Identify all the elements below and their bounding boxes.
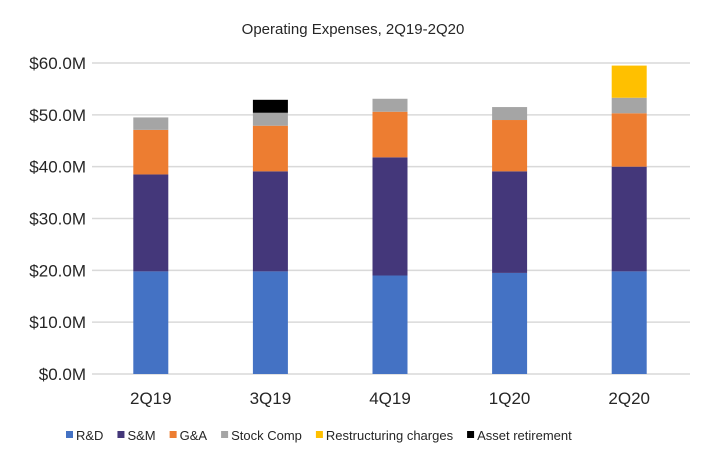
bar-segment-stock-comp: [611, 97, 647, 114]
bar-segment-s-m: [492, 171, 528, 273]
bar-segment-g-a: [611, 113, 647, 167]
legend-swatch: [66, 431, 73, 438]
y-tick-label: $30.0M: [29, 210, 86, 229]
legend-item: Restructuring charges: [315, 428, 454, 443]
x-tick-label: 3Q19: [250, 389, 292, 408]
legend-item: G&A: [169, 428, 208, 443]
bar-segment-g-a: [252, 125, 288, 172]
chart-title: Operating Expenses, 2Q19-2Q20: [242, 21, 465, 38]
bar-segment-restructuring-charges: [611, 65, 647, 98]
legend-label: Stock Comp: [231, 428, 302, 443]
bar-segment-s-m: [252, 171, 288, 272]
legend-swatch: [169, 431, 177, 438]
y-tick-label: $20.0M: [29, 261, 86, 280]
x-tick-label: 2Q20: [608, 389, 650, 408]
bar-segment-s-m: [372, 157, 408, 276]
bar-segment-g-a: [372, 111, 408, 158]
y-tick-label: $0.0M: [39, 365, 86, 384]
y-tick-label: $50.0M: [29, 106, 86, 125]
legend-swatch: [315, 431, 323, 438]
bar-segment-s-m: [133, 174, 169, 272]
x-tick-label: 1Q20: [489, 389, 531, 408]
legend-item: S&M: [117, 428, 156, 443]
legend-label: R&D: [76, 428, 103, 443]
bar-segment-stock-comp: [133, 117, 169, 130]
bar-segment-asset-retirement: [252, 99, 288, 113]
bar-segment-stock-comp: [252, 112, 288, 126]
legend-label: S&M: [127, 428, 155, 443]
legend-swatch: [467, 431, 475, 438]
bar-segment-r-d: [133, 271, 169, 374]
bar-segment-s-m: [611, 166, 647, 272]
legend-label: Restructuring charges: [326, 428, 454, 443]
legend-item: Asset retirement: [467, 428, 572, 443]
bar-segment-g-a: [133, 129, 169, 175]
y-tick-label: $60.0M: [29, 54, 86, 73]
legend-item: Stock Comp: [221, 428, 302, 443]
x-tick-label: 2Q19: [130, 389, 172, 408]
y-tick-label: $10.0M: [29, 313, 86, 332]
bar-segment-stock-comp: [492, 107, 528, 121]
legend-label: Asset retirement: [477, 428, 572, 443]
bar-segment-stock-comp: [372, 98, 408, 112]
bar-segment-r-d: [611, 271, 647, 374]
bar-segment-r-d: [252, 271, 288, 374]
legend-label: G&A: [180, 428, 208, 443]
y-tick-label: $40.0M: [29, 158, 86, 177]
bar-segment-r-d: [372, 275, 408, 374]
legend-item: R&D: [66, 428, 103, 443]
bar-segment-r-d: [492, 272, 528, 374]
x-tick-label: 4Q19: [369, 389, 411, 408]
legend-swatch: [221, 431, 229, 438]
bar-segment-g-a: [492, 120, 528, 172]
legend-swatch: [117, 431, 125, 438]
